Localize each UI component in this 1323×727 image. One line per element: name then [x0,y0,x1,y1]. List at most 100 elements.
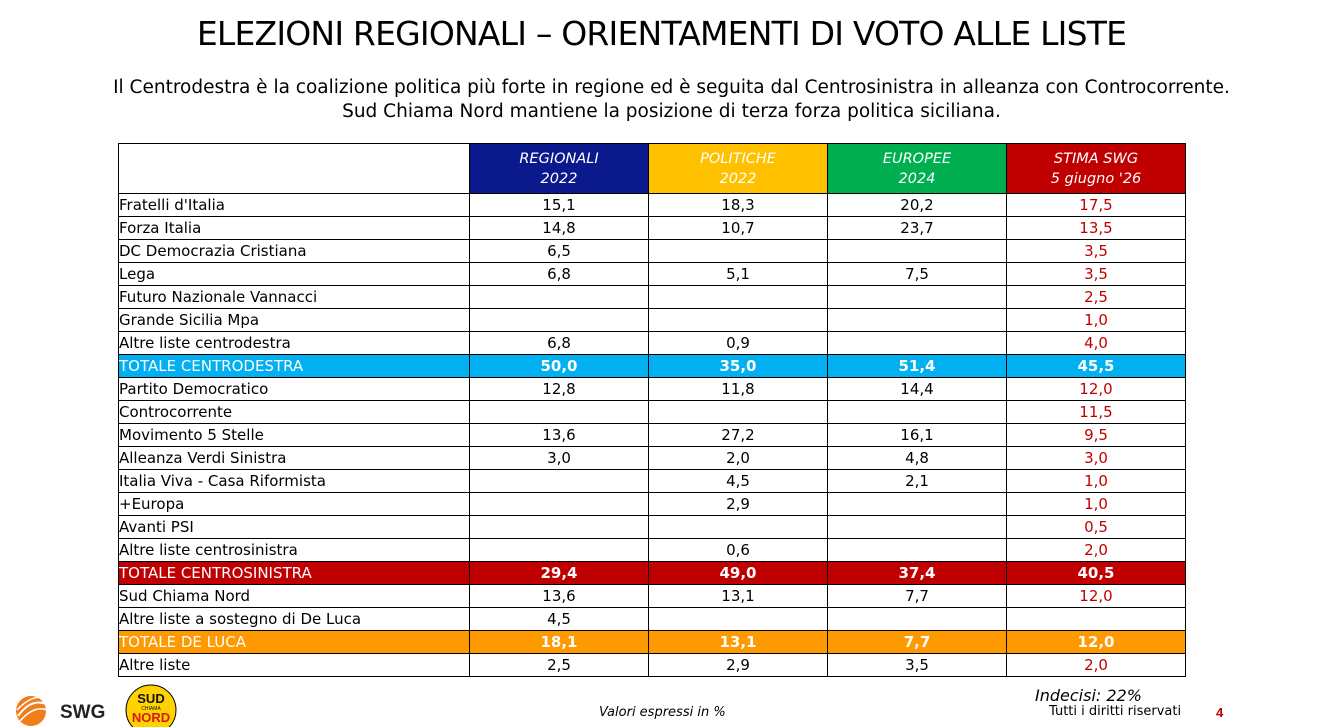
header-stima-swg-line2: 5 giugno '26 [1050,170,1142,187]
cell-europee-2024 [827,515,1007,539]
header-europee: EUROPEE 2024 [827,143,1007,194]
cell-stima-swg: 45,5 [1006,354,1186,378]
cell-politiche-2022: 2,9 [648,653,828,677]
cell-regionali-2022 [469,515,649,539]
sud-chiama-nord-logo: SUD CHIAMA NORD [125,684,177,727]
cell-regionali-2022: 13,6 [469,423,649,447]
cell-europee-2024: 16,1 [827,423,1007,447]
header-regionali-line1: REGIONALI [519,150,599,167]
table-header-row: REGIONALI 2022 POLITICHE 2022 EUROPEE 20… [118,143,1186,194]
row-label: Avanti PSI [118,515,470,539]
cell-politiche-2022 [648,285,828,309]
cell-politiche-2022: 0,9 [648,331,828,355]
row-label: Forza Italia [118,216,470,240]
cell-politiche-2022: 18,3 [648,193,828,217]
cell-politiche-2022: 4,5 [648,469,828,493]
cell-politiche-2022: 2,0 [648,446,828,470]
row-label: Controcorrente [118,400,470,424]
table-row: Italia Viva - Casa Riformista 4,5 2,1 1,0 [118,469,1186,493]
cell-politiche-2022: 35,0 [648,354,828,378]
cell-politiche-2022: 2,9 [648,492,828,516]
cell-stima-swg: 0,5 [1006,515,1186,539]
cell-regionali-2022 [469,538,649,562]
cell-europee-2024: 51,4 [827,354,1007,378]
table-body: Fratelli d'Italia 15,1 18,3 20,2 17,5 Forza I… [118,193,1186,677]
cell-europee-2024 [827,538,1007,562]
row-label: Partito Democratico [118,377,470,401]
row-label: TOTALE CENTRODESTRA [118,354,470,378]
table-row: Fratelli d'Italia 15,1 18,3 20,2 17,5 [118,193,1186,217]
table-row: DC Democrazia Cristiana 6,5 3,5 [118,239,1186,263]
row-label: Altre liste centrodestra [118,331,470,355]
cell-stima-swg: 1,0 [1006,469,1186,493]
cell-europee-2024: 2,1 [827,469,1007,493]
row-label: Altre liste [118,653,470,677]
cell-europee-2024: 7,7 [827,630,1007,654]
cell-politiche-2022 [648,400,828,424]
swg-logo-text: SWG [60,702,106,723]
cell-regionali-2022: 6,5 [469,239,649,263]
cell-regionali-2022: 6,8 [469,262,649,286]
cell-regionali-2022: 14,8 [469,216,649,240]
cell-regionali-2022: 18,1 [469,630,649,654]
row-label: Grande Sicilia Mpa [118,308,470,332]
cell-politiche-2022 [648,515,828,539]
page-subtitle: Il Centrodestra è la coalizione politica… [0,76,1323,124]
header-politiche-line1: POLITICHE [700,150,776,167]
cell-europee-2024: 7,7 [827,584,1007,608]
cell-europee-2024 [827,607,1007,631]
swg-logo [16,696,48,726]
subtitle-line-2: Sud Chiama Nord mantiene la posizione di… [342,101,1001,122]
cell-stima-swg: 12,0 [1006,377,1186,401]
header-blank-cell [118,143,470,194]
cell-europee-2024 [827,308,1007,332]
cell-stima-swg: 12,0 [1006,630,1186,654]
cell-europee-2024: 14,4 [827,377,1007,401]
cell-politiche-2022: 0,6 [648,538,828,562]
table-row: Partito Democratico 12,8 11,8 14,4 12,0 [118,377,1186,401]
snd-logo-line1: SUD [137,691,164,706]
row-label: TOTALE CENTROSINISTRA [118,561,470,585]
row-label: Movimento 5 Stelle [118,423,470,447]
row-label: Sud Chiama Nord [118,584,470,608]
row-label: Altre liste a sostegno di De Luca [118,607,470,631]
cell-politiche-2022 [648,607,828,631]
cell-europee-2024: 23,7 [827,216,1007,240]
cell-regionali-2022: 3,0 [469,446,649,470]
cell-regionali-2022: 13,6 [469,584,649,608]
cell-europee-2024 [827,285,1007,309]
snd-logo-line3: NORD [132,710,170,725]
table-total-row: TOTALE CENTROSINISTRA 29,4 49,0 37,4 40,5 [118,561,1186,585]
cell-europee-2024: 37,4 [827,561,1007,585]
cell-politiche-2022: 10,7 [648,216,828,240]
header-stima-swg-line1: STIMA SWG [1053,150,1139,167]
cell-europee-2024 [827,400,1007,424]
values-note: Valori espressi in % [599,705,726,720]
cell-europee-2024: 7,5 [827,262,1007,286]
row-label: Lega [118,262,470,286]
table-row: Altre liste 2,5 2,9 3,5 2,0 [118,653,1186,677]
table-row: Avanti PSI 0,5 [118,515,1186,539]
cell-stima-swg: 2,0 [1006,538,1186,562]
undecided-note: Indecisi: 22% [1035,686,1142,705]
cell-europee-2024 [827,239,1007,263]
cell-regionali-2022: 2,5 [469,653,649,677]
subtitle-line-1: Il Centrodestra è la coalizione politica… [113,77,1230,98]
header-regionali: REGIONALI 2022 [469,143,649,194]
cell-politiche-2022 [648,239,828,263]
table-total-row: TOTALE DE LUCA 18,1 13,1 7,7 12,0 [118,630,1186,654]
cell-europee-2024: 3,5 [827,653,1007,677]
cell-regionali-2022 [469,400,649,424]
table-row: +Europa 2,9 1,0 [118,492,1186,516]
cell-stima-swg: 3,5 [1006,262,1186,286]
table-total-row: TOTALE CENTRODESTRA 50,0 35,0 51,4 45,5 [118,354,1186,378]
table-row: Altre liste centrosinistra 0,6 2,0 [118,538,1186,562]
cell-stima-swg: 17,5 [1006,193,1186,217]
row-label: Fratelli d'Italia [118,193,470,217]
cell-stima-swg [1006,607,1186,631]
cell-politiche-2022: 5,1 [648,262,828,286]
header-europee-line1: EUROPEE [882,150,952,167]
cell-stima-swg: 4,0 [1006,331,1186,355]
page-title: ELEZIONI REGIONALI – ORIENTAMENTI DI VOT… [196,14,1127,53]
table-row: Forza Italia 14,8 10,7 23,7 13,5 [118,216,1186,240]
